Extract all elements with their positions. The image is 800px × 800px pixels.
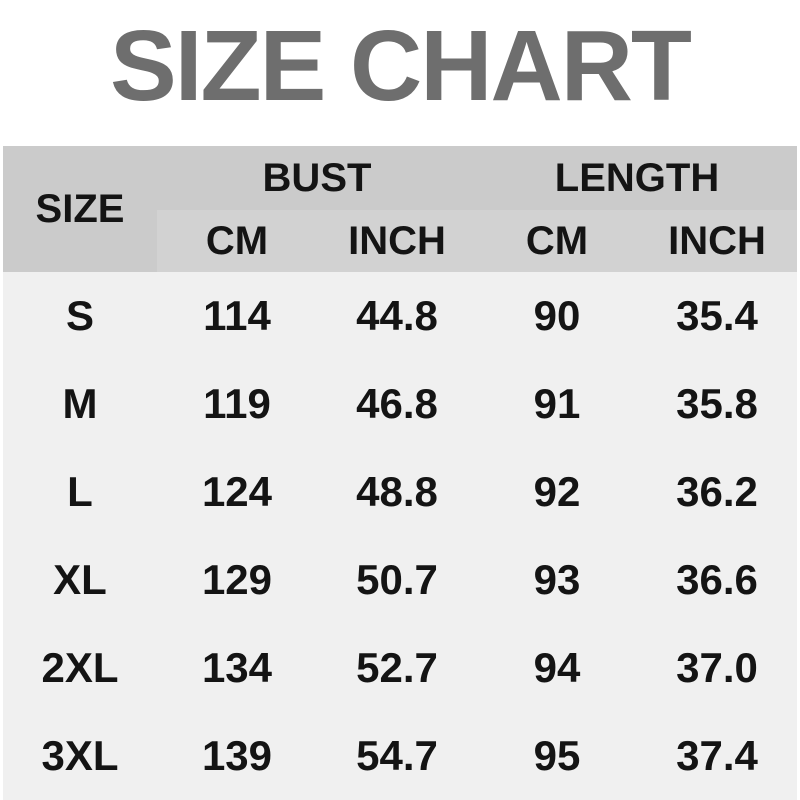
row-2xl-bust-inch: 52.7	[356, 644, 438, 691]
row-2xl-length-cm: 94	[533, 644, 581, 691]
row-xl-bust-inch: 50.7	[356, 556, 438, 603]
page-title: SIZE CHART	[110, 10, 692, 122]
column-header-size: SIZE	[35, 186, 125, 231]
row-3xl-size-label: 3XL	[41, 732, 119, 779]
row-l-bust-cm: 124	[201, 468, 273, 515]
row-l-length-cm: 92	[533, 468, 581, 515]
row-l-size-label: L	[67, 468, 93, 515]
row-3xl-length-cm: 95	[533, 732, 581, 779]
row-l-bust-inch: 48.8	[356, 468, 438, 515]
row-xl-length-cm: 93	[533, 556, 581, 603]
row-s-size-label: S	[65, 292, 94, 339]
row-xl-bust-cm: 129	[201, 556, 273, 603]
row-m-bust-inch: 46.8	[356, 380, 438, 427]
row-3xl-bust-cm: 139	[201, 732, 273, 779]
row-l-length-inch: 36.2	[676, 468, 758, 515]
row-m-size-label: M	[62, 380, 98, 427]
row-m-length-inch: 35.8	[676, 380, 758, 427]
row-2xl-length-inch: 37.0	[676, 644, 758, 691]
row-m-bust-cm: 119	[203, 380, 271, 427]
row-3xl-bust-inch: 54.7	[356, 732, 438, 779]
column-header-length-cm: CM	[477, 210, 637, 272]
row-xl-length-inch: 36.6	[676, 556, 758, 603]
column-header-length-inch: INCH	[637, 210, 797, 272]
row-s-bust-cm: 114	[203, 292, 271, 339]
row-2xl-bust-cm: 134	[201, 644, 273, 691]
row-s-bust-inch: 44.8	[356, 292, 438, 339]
table-header: SIZE BUST LENGTH CM INCH CM INCH	[3, 146, 797, 272]
column-header-bust-cm: CM	[157, 210, 317, 272]
column-group-bust: BUST	[262, 155, 372, 200]
table-body: S 114 44.8 90 35.4 M 119 46.8 91 35.8 L …	[3, 272, 797, 800]
row-s-length-inch: 35.4	[676, 292, 758, 339]
row-s-length-cm: 90	[533, 292, 581, 339]
row-xl-size-label: XL	[53, 556, 107, 603]
row-3xl-length-inch: 37.4	[676, 732, 758, 779]
row-m-length-cm: 91	[533, 380, 581, 427]
column-group-length: LENGTH	[554, 155, 720, 200]
row-2xl-size-label: 2XL	[41, 644, 119, 691]
column-header-bust-inch: INCH	[317, 210, 477, 272]
size-chart-table: SIZE BUST LENGTH CM INCH CM INCH S 114 4…	[3, 146, 797, 800]
